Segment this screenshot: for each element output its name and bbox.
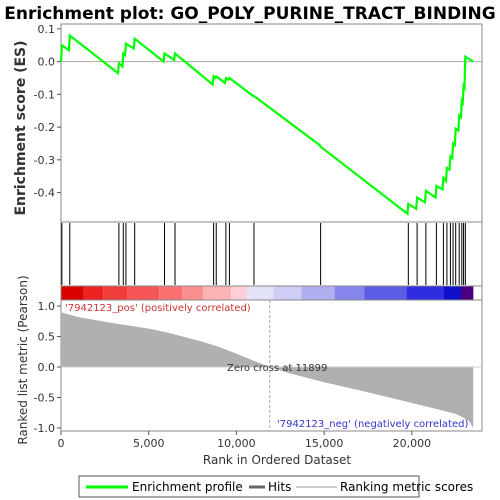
rank-color-segment <box>334 286 365 300</box>
enrichment-profile-line <box>59 33 474 216</box>
neg-correlation-label: '7942123_neg' (negatively correlated) <box>277 419 468 430</box>
legend-item-hits: Hits <box>268 480 291 494</box>
metric-y-axis: 1.0 0.5 0.0 -0.5 -1.0 <box>34 300 482 435</box>
chart-title: Enrichment plot: GO_POLY_PURINE_TRACT_BI… <box>4 4 495 24</box>
rank-color-segment <box>61 286 84 300</box>
es-y-axis: 0.1 0.0 -0.1 -0.2 -0.3 -0.4 <box>34 23 61 200</box>
rank-color-segment <box>364 286 407 300</box>
rank-color-segment <box>127 286 160 300</box>
es-y-tick-label: 0.0 <box>38 56 56 69</box>
x-axis: 0 5,000 10,000 15,000 20,000 <box>58 431 432 450</box>
rank-color-bar <box>60 285 483 301</box>
zero-cross-label: Zero cross at 11899 <box>227 363 327 374</box>
rank-color-segment <box>273 286 302 300</box>
rank-color-segment <box>406 286 444 300</box>
rank-color-segment <box>231 286 247 300</box>
metric-y-tick-label: 0.0 <box>38 361 56 374</box>
rank-color-segment <box>159 286 183 300</box>
ranking-metric-area <box>61 312 474 428</box>
metric-y-tick-label: -1.0 <box>34 422 55 435</box>
metric-y-axis-label: Ranked list metric (Pearson) <box>16 275 30 444</box>
x-axis-label: Rank in Ordered Dataset <box>203 453 351 467</box>
metric-y-tick-label: 1.0 <box>38 300 56 313</box>
es-y-tick-label: -0.2 <box>34 121 55 134</box>
es-y-tick-label: -0.1 <box>34 88 55 101</box>
rank-color-segment <box>246 286 274 300</box>
es-y-axis-label: Enrichment score (ES) <box>13 40 29 215</box>
hits-panel <box>60 221 483 287</box>
x-tick-label: 10,000 <box>217 437 256 450</box>
es-y-tick-label: -0.3 <box>34 154 55 167</box>
metric-y-tick-label: -0.5 <box>34 391 55 404</box>
rank-color-segment <box>460 286 474 300</box>
es-y-tick-label: 0.1 <box>38 23 56 36</box>
legend: Enrichment profile Hits Ranking metric s… <box>78 475 473 498</box>
rank-color-segment <box>203 286 232 300</box>
metric-y-tick-label: 0.5 <box>38 331 56 344</box>
es-y-tick-label: -0.4 <box>34 187 55 200</box>
x-tick-label: 15,000 <box>305 437 344 450</box>
pos-correlation-label: '7942123_pos' (positively correlated) <box>65 303 251 314</box>
legend-item-ranking-metric-scores: Ranking metric scores <box>340 480 473 494</box>
hit-markers <box>61 223 466 285</box>
legend-item-enrichment-profile: Enrichment profile <box>132 480 243 494</box>
rank-color-segment <box>182 286 204 300</box>
rank-color-segment <box>103 286 128 300</box>
x-tick-label: 20,000 <box>393 437 432 450</box>
rank-color-segment <box>301 286 335 300</box>
x-tick-label: 5,000 <box>133 437 165 450</box>
rank-color-segment <box>83 286 104 300</box>
x-tick-label: 0 <box>58 437 65 450</box>
